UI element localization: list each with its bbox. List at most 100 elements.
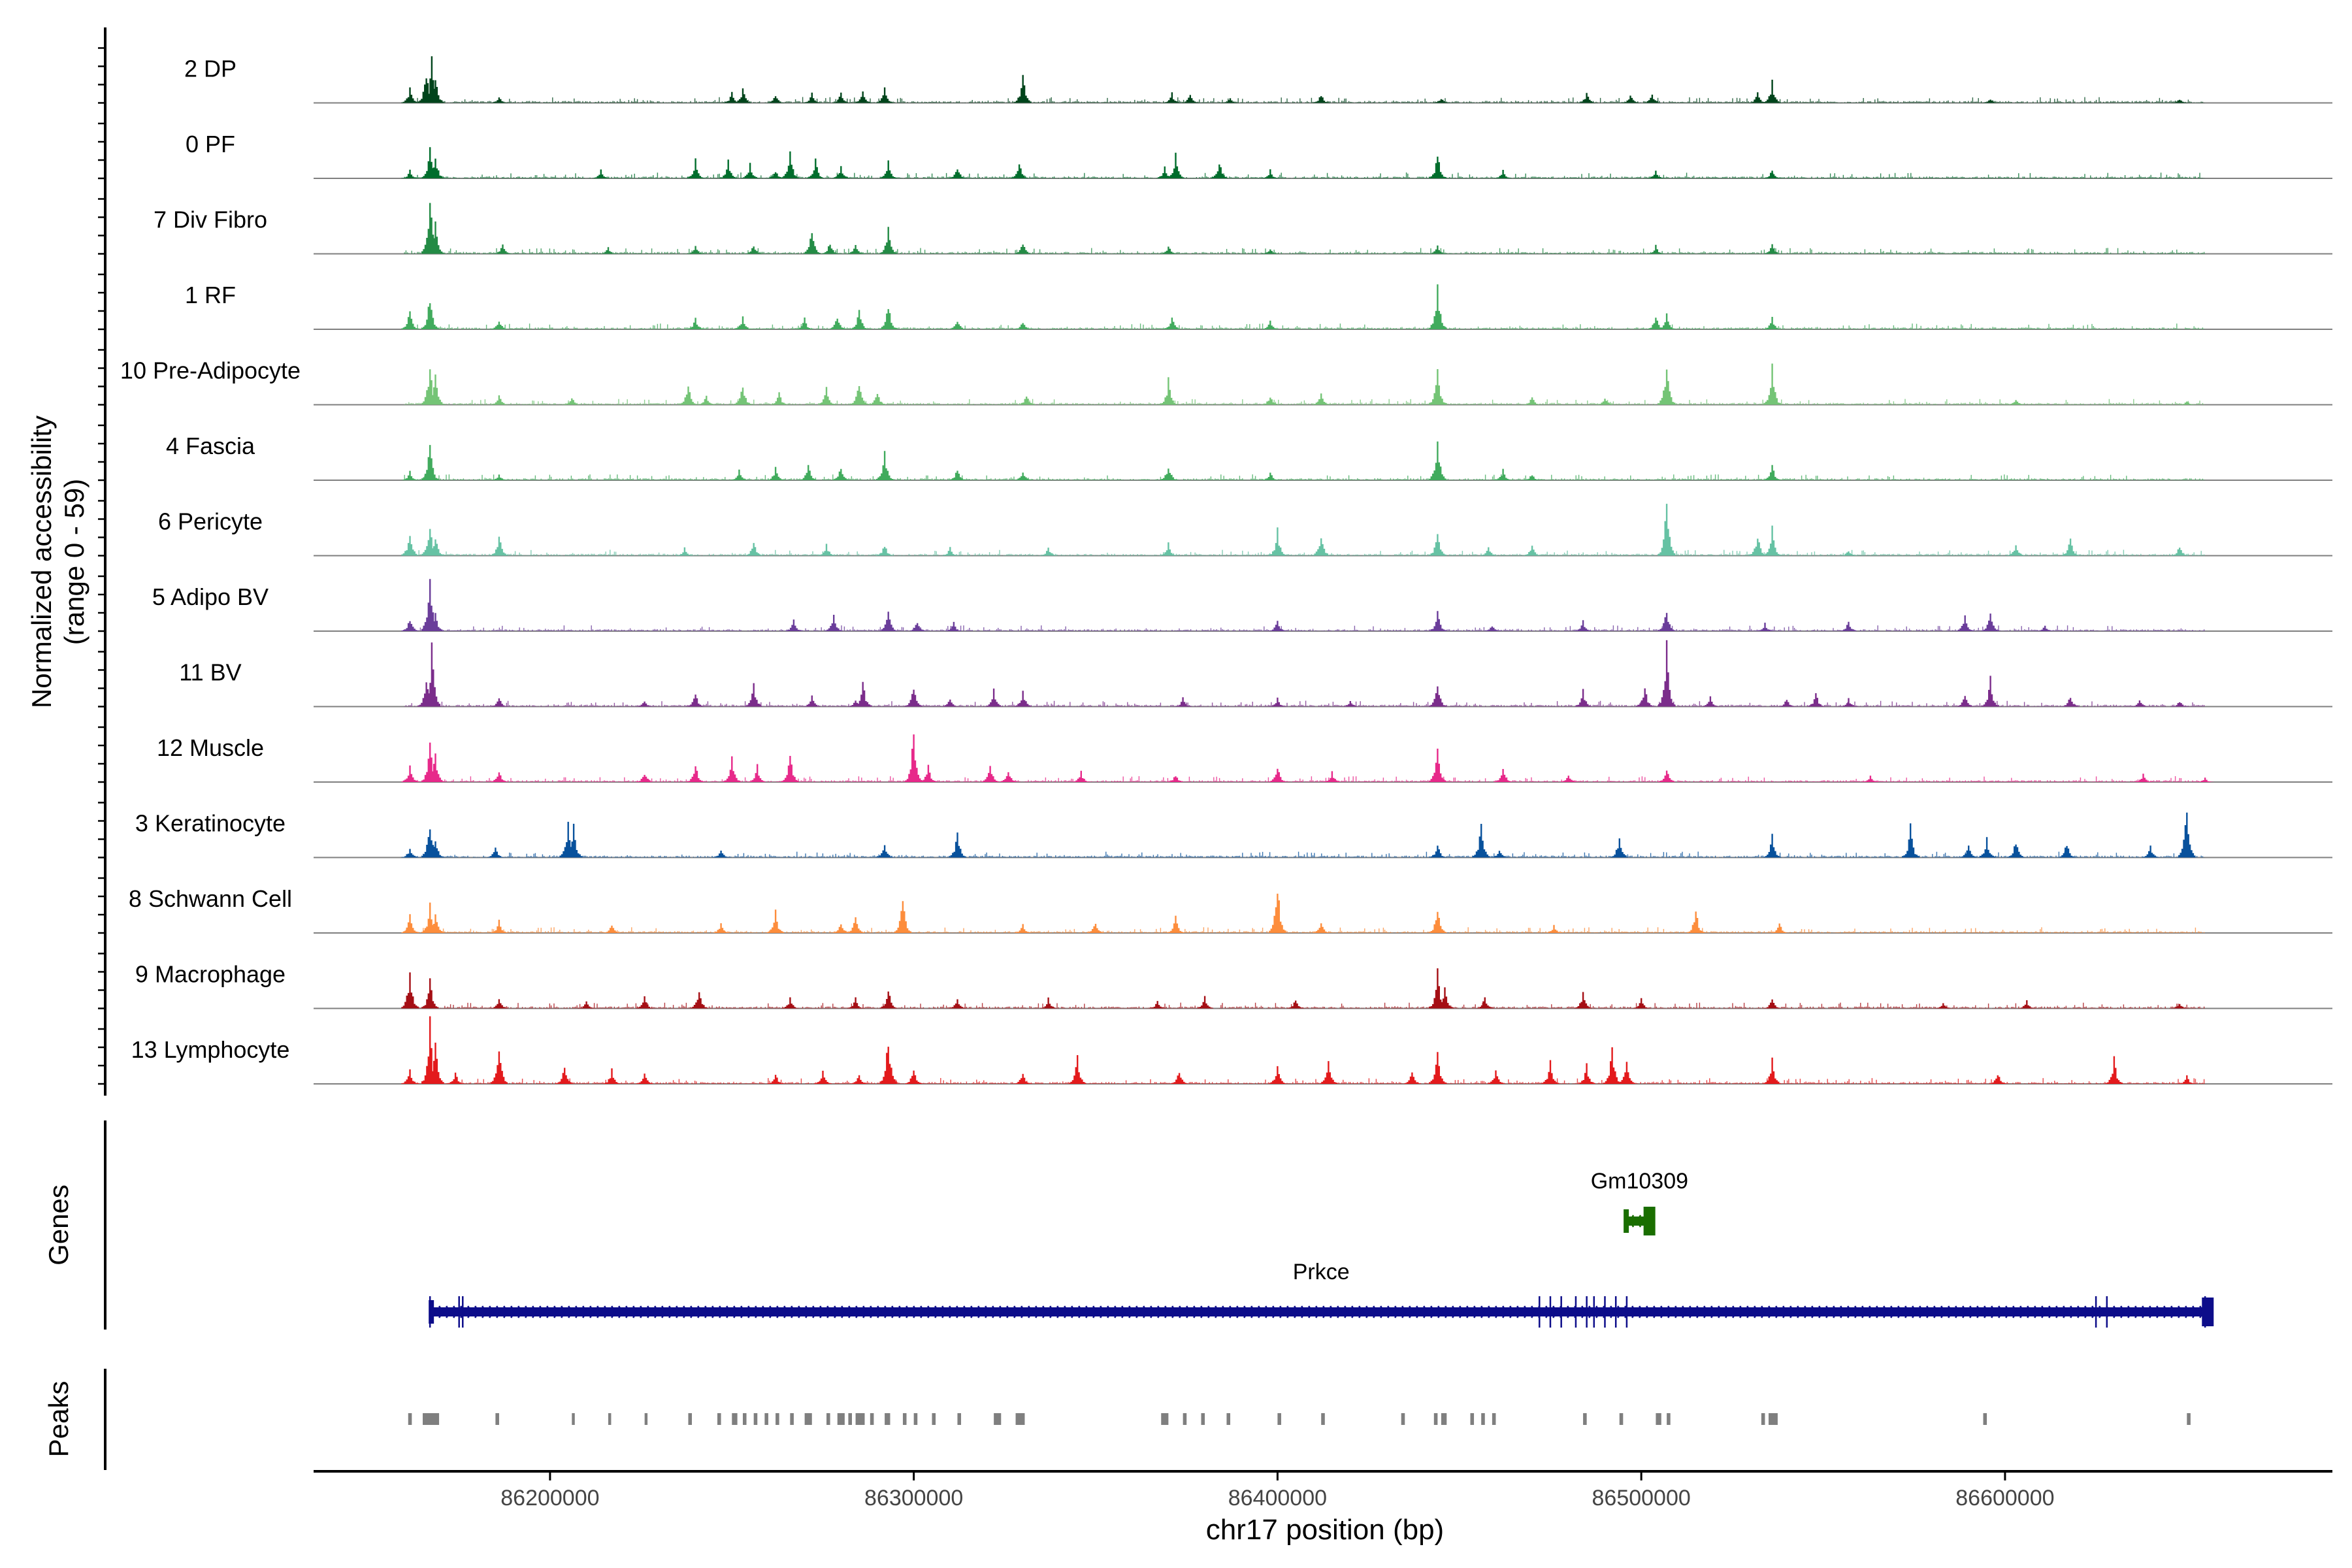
coverage-peak (879, 612, 897, 631)
coverage-peak (1163, 92, 1181, 103)
coverage-noise (404, 625, 2205, 631)
coverage-noise (404, 172, 2205, 178)
peak-region (717, 1413, 721, 1425)
coverage-peak (879, 309, 897, 329)
y-axis-label-line2: (range 0 - 59) (59, 479, 90, 645)
peak-regions (408, 1413, 2191, 1425)
coverage-peak (599, 247, 617, 254)
coverage-peak (1658, 770, 1676, 782)
peak-region (1433, 1413, 1438, 1425)
track-4-fascia (314, 441, 2332, 481)
coverage-peak (1989, 1075, 2006, 1084)
coverage-peak (401, 765, 419, 782)
coverage-peak (1262, 397, 1279, 405)
coverage-peak (847, 245, 864, 254)
track-0-pf (314, 147, 2332, 179)
coverage-peak (1763, 80, 1781, 103)
coverage-peak (1982, 99, 1999, 103)
track-9-macrophage (314, 968, 2332, 1009)
coverage-peak (564, 823, 583, 858)
coverage-peak (421, 978, 439, 1009)
coverage-peak (427, 841, 444, 858)
coverage-peak (1014, 472, 1032, 480)
peak-region (644, 1413, 648, 1425)
coverage-peak (1494, 468, 1512, 480)
coverage-peak (1978, 837, 1996, 858)
coverage-peak (1483, 626, 1501, 631)
coverage-peak (427, 914, 444, 933)
coverage-peak (1658, 369, 1676, 405)
peak-region (2187, 1413, 2191, 1425)
coverage-peak (1658, 504, 1676, 556)
coverage-peak (803, 92, 821, 103)
coverage-peak (781, 151, 799, 178)
coverage-peak (868, 394, 887, 405)
coverage-noise (404, 474, 2205, 480)
peak-region (1226, 1413, 1231, 1425)
coverage-peak (1487, 1070, 1505, 1084)
coverage-peak (781, 997, 799, 1009)
coverage-peak (1636, 688, 1654, 707)
coverage-peak (1574, 689, 1592, 707)
coverage-peak (2018, 1000, 2036, 1009)
coverage-peak (401, 849, 419, 858)
peak-region (994, 1413, 1002, 1425)
coverage-peak (1429, 441, 1446, 480)
coverage-peak (427, 613, 444, 631)
coverage-peak (2007, 844, 2025, 858)
coverage-peak (1014, 74, 1032, 103)
coverage-peak (1269, 527, 1286, 556)
coverage-peak (427, 1042, 444, 1084)
coverage-peak (401, 914, 419, 933)
peak-region (870, 1413, 874, 1425)
peak-region (804, 1413, 812, 1425)
gene-label: Prkce (1293, 1260, 1350, 1284)
coverage-peak (1902, 823, 1919, 858)
genes-panel-label: Genes (43, 1184, 74, 1266)
coverage-peak (766, 909, 785, 933)
coverage-peak (1574, 620, 1592, 631)
track-label: 11 BV (179, 659, 241, 686)
coverage-peak (1262, 472, 1279, 480)
coverage-peak (1861, 776, 1880, 782)
coverage-peak (1313, 96, 1330, 103)
coverage-peak (949, 999, 966, 1009)
coverage-peak (687, 318, 704, 329)
strand-arrows (431, 1305, 2204, 1318)
peak-region (753, 1413, 758, 1425)
coverage-peak (745, 543, 762, 556)
coverage-peak (817, 387, 836, 405)
coverage-peak (490, 395, 508, 405)
coverage-peak (603, 925, 621, 933)
coverage-peak (1596, 399, 1614, 405)
peak-region (1492, 1413, 1496, 1425)
gene-gm10309: Gm10309 (1591, 1169, 1688, 1235)
peak-region (902, 1413, 907, 1425)
coverage-peak (1313, 538, 1330, 556)
coverage-peak (1523, 397, 1541, 405)
track-label: 3 Keratinocyte (135, 810, 286, 837)
coverage-peak (1749, 92, 1767, 103)
track-label: 2 DP (184, 56, 237, 82)
coverage-peak (821, 244, 839, 254)
coverage-peak (1069, 1055, 1086, 1084)
coverage-peak (1429, 156, 1446, 178)
coverage-peak (1523, 546, 1541, 556)
coverage-peak (1763, 244, 1781, 254)
track-11-bv (314, 640, 2332, 708)
coverage-noise (404, 549, 2205, 556)
coverage-peak (1221, 98, 1239, 103)
coverage-peak (1763, 317, 1781, 329)
coverage-peak (1313, 393, 1330, 405)
coverage-peak (1262, 320, 1279, 329)
coverage-peak (2134, 774, 2152, 782)
peak-region (1619, 1413, 1624, 1425)
coverage-peak (1014, 323, 1032, 329)
coverage-peak (985, 688, 1003, 707)
coverage-peak (698, 395, 715, 405)
coverage-peak (490, 321, 508, 329)
coverage-peak (1960, 845, 1978, 858)
coverage-peak (1429, 369, 1446, 405)
coverage-peak (1610, 838, 1628, 858)
coverage-peak (2171, 1004, 2189, 1009)
